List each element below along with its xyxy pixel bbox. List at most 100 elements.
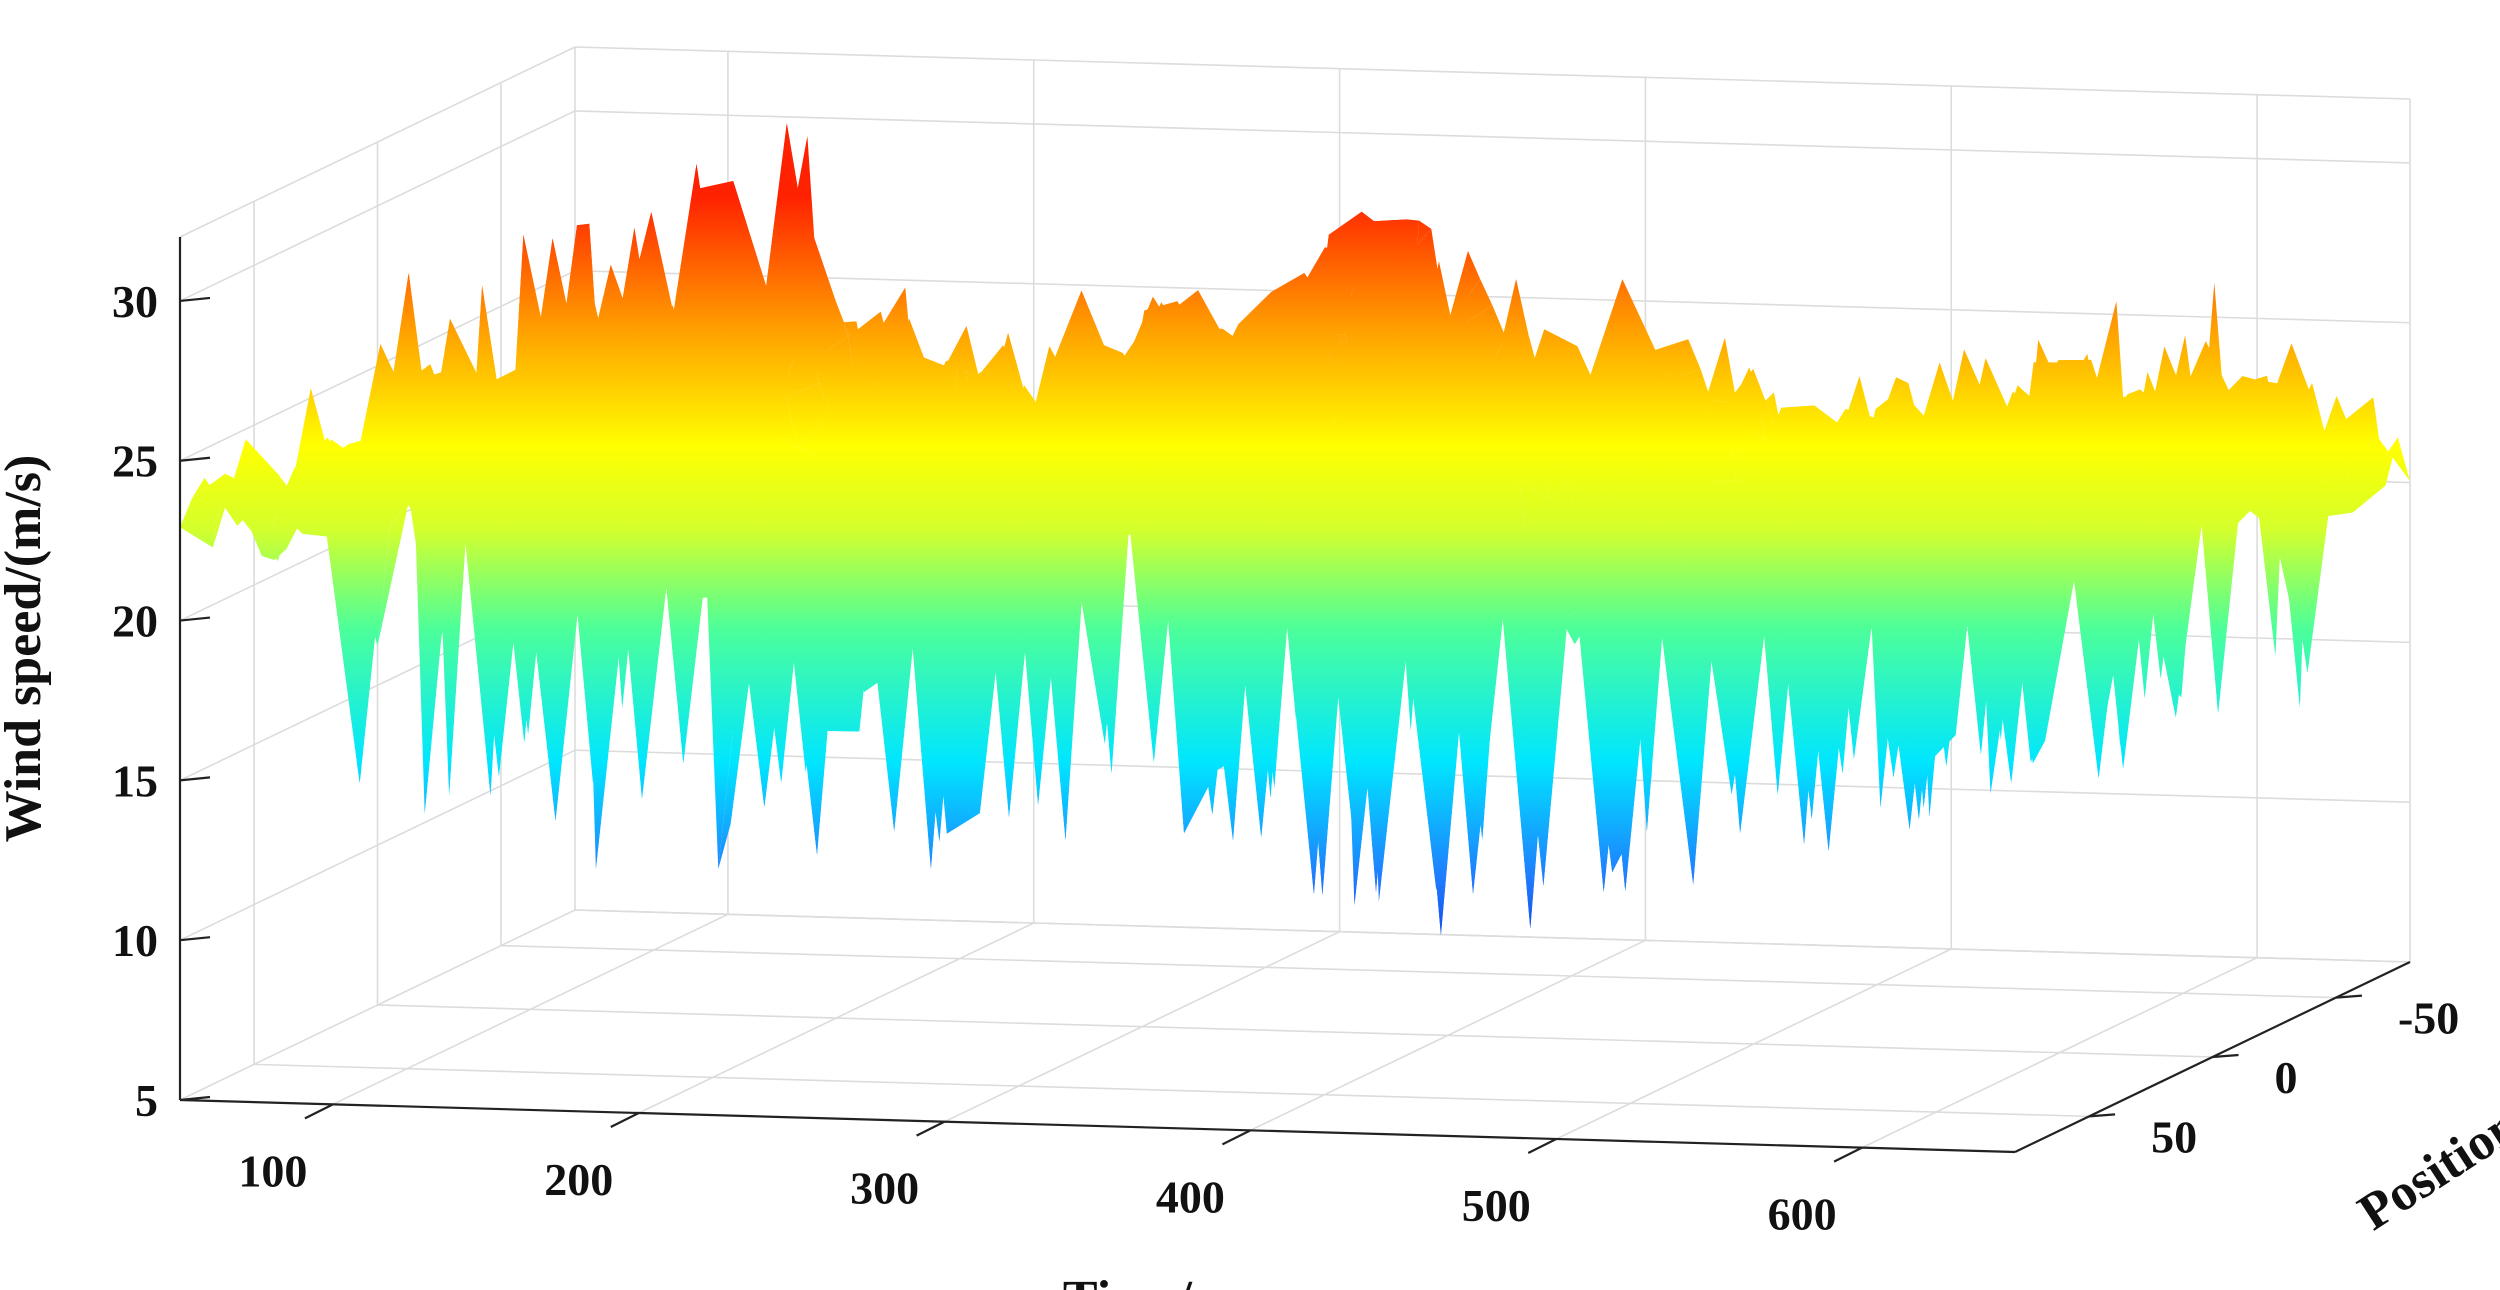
surface-patch bbox=[2147, 372, 2193, 483]
surface-patch bbox=[1539, 455, 1585, 502]
surface-patch bbox=[785, 383, 831, 447]
surface-patch bbox=[2253, 486, 2299, 644]
surface-patch bbox=[1497, 557, 1543, 929]
z-tick-label: 25 bbox=[112, 436, 158, 487]
surface-patch bbox=[417, 318, 463, 518]
surface-patch bbox=[265, 388, 311, 562]
z-tick-label: 20 bbox=[112, 596, 158, 647]
surface-patch bbox=[834, 339, 880, 477]
surface-patch bbox=[2122, 502, 2168, 578]
surface-patch bbox=[1207, 508, 1253, 610]
surface-patch bbox=[1146, 545, 1192, 608]
surface-patch bbox=[2283, 432, 2329, 498]
surface-patch bbox=[1941, 457, 1987, 611]
grid-y-floor bbox=[500, 944, 2336, 999]
surface-patch bbox=[1447, 279, 1493, 327]
surface-patch bbox=[962, 332, 1009, 458]
surface-patch bbox=[1506, 467, 1552, 502]
surface-patch bbox=[359, 468, 405, 784]
surface-patch bbox=[649, 456, 695, 571]
surface-patch bbox=[730, 571, 776, 825]
surface-patch bbox=[753, 123, 799, 384]
surface-patch bbox=[1048, 290, 1094, 472]
surface-patch bbox=[2019, 450, 2065, 556]
surface-patch bbox=[1574, 577, 1620, 645]
surface-patch bbox=[326, 463, 372, 784]
surface-patch bbox=[801, 387, 847, 473]
surface-patch bbox=[755, 531, 801, 600]
surface-patch bbox=[216, 463, 262, 556]
surface-patch bbox=[1904, 473, 1950, 584]
surface-patch bbox=[1605, 435, 1651, 505]
surface-patch bbox=[608, 481, 654, 572]
surface-patch bbox=[1175, 493, 1221, 526]
surface-patch bbox=[674, 452, 720, 573]
y-tick-label: -50 bbox=[2398, 993, 2459, 1044]
surface-patch bbox=[921, 326, 967, 389]
surface-patch bbox=[1357, 270, 1403, 388]
surface-patch bbox=[1344, 268, 1390, 373]
surface-patch bbox=[1525, 543, 1571, 631]
z-tick bbox=[179, 296, 211, 303]
surface-patch bbox=[436, 285, 483, 796]
surface-patch bbox=[620, 527, 666, 624]
surface-patch bbox=[2331, 436, 2378, 487]
surface-patch bbox=[1299, 287, 1345, 377]
x-tick bbox=[1833, 1146, 1863, 1163]
surface-patch bbox=[667, 188, 713, 434]
surface-patch bbox=[277, 388, 323, 562]
surface-patch bbox=[559, 454, 605, 492]
surface-patch bbox=[1354, 597, 1400, 906]
surface-patch bbox=[739, 477, 785, 569]
surface-patch bbox=[1114, 322, 1160, 384]
surface-patch bbox=[1664, 489, 1710, 547]
surface-patch bbox=[1655, 339, 1701, 380]
surface-patch bbox=[1794, 477, 1840, 523]
surface-patch bbox=[1433, 387, 1479, 459]
x-tick-label: 200 bbox=[544, 1154, 613, 1205]
surface-patch bbox=[1733, 511, 1779, 628]
y-tick bbox=[2212, 1053, 2239, 1059]
surface-patch bbox=[1454, 355, 1500, 397]
surface-patch bbox=[1440, 507, 1486, 894]
surface-patch bbox=[1441, 317, 1487, 415]
surface-patch bbox=[556, 223, 602, 453]
surface-patch bbox=[946, 464, 993, 834]
z-tick-label: 5 bbox=[135, 1075, 158, 1126]
surface-patch bbox=[2200, 436, 2246, 525]
surface-patch bbox=[914, 447, 960, 834]
surface-patch bbox=[212, 439, 259, 548]
surface-patch bbox=[867, 339, 913, 477]
surface-patch bbox=[1623, 514, 1669, 644]
surface-patch bbox=[1638, 367, 1684, 478]
surface-patch bbox=[1081, 290, 1127, 393]
surface-patch bbox=[377, 477, 423, 646]
surface-patch bbox=[1551, 397, 1597, 532]
surface-patch bbox=[270, 468, 316, 496]
surface-patch bbox=[1412, 412, 1458, 480]
surface-patch bbox=[2094, 389, 2140, 491]
surface-patch bbox=[1195, 508, 1241, 620]
surface-patch bbox=[482, 285, 528, 514]
x-tick bbox=[304, 1103, 334, 1120]
surface-patch bbox=[806, 313, 852, 395]
surface-patch bbox=[1118, 390, 1164, 468]
surface-patch bbox=[2233, 495, 2279, 533]
surface-patch bbox=[1189, 328, 1235, 376]
surface-patch bbox=[1980, 391, 2026, 477]
surface-patch bbox=[1435, 251, 1481, 371]
surface-patch bbox=[773, 313, 819, 427]
surface-patch bbox=[1692, 337, 1738, 445]
surface-patch bbox=[1511, 329, 1557, 429]
surface-patch bbox=[733, 181, 779, 344]
z-tick bbox=[179, 456, 211, 462]
surface-patch bbox=[1709, 581, 1755, 627]
surface-patch bbox=[2012, 448, 2058, 741]
grid-z-back-wall bbox=[574, 269, 2411, 324]
x-tick-label: 400 bbox=[1156, 1171, 1225, 1222]
surface-patch bbox=[1329, 540, 1376, 597]
y-tick bbox=[2088, 1113, 2116, 1118]
surface-patch bbox=[2241, 457, 2287, 506]
surface-patch bbox=[1711, 406, 1757, 502]
surface-patch bbox=[975, 332, 1021, 458]
